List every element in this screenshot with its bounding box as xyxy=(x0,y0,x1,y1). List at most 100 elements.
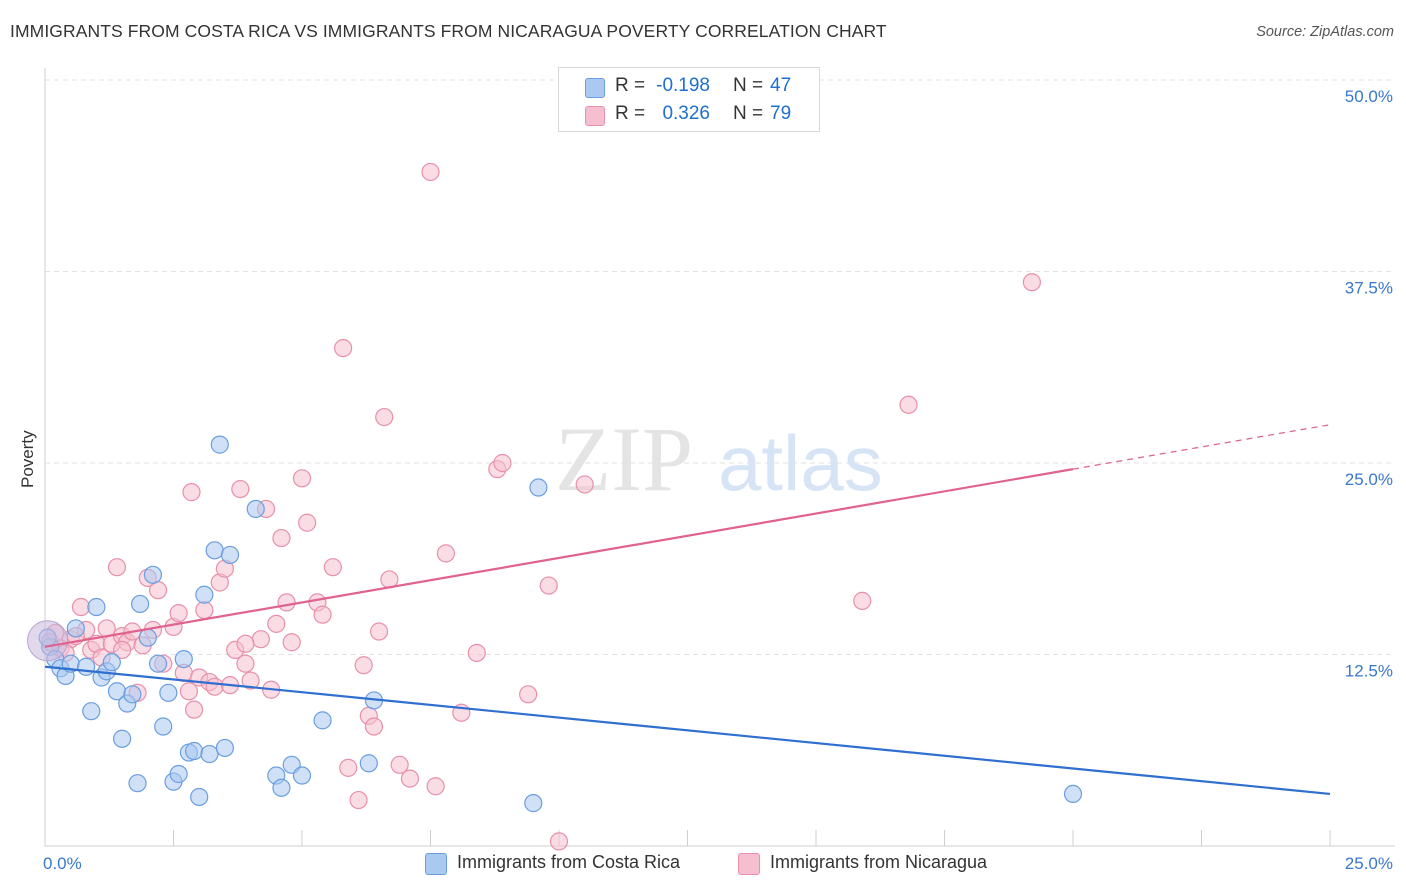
costa-rica-point xyxy=(313,711,332,730)
costa-rica-point xyxy=(529,478,548,497)
chart-title: IMMIGRANTS FROM COSTA RICA VS IMMIGRANTS… xyxy=(10,21,887,41)
legend-swatch-pink-icon xyxy=(585,106,605,126)
costa-rica-point xyxy=(138,628,157,647)
costa-rica-point xyxy=(524,794,543,813)
y-tick-label: 25.0% xyxy=(1345,470,1393,489)
costa-rica-point xyxy=(195,585,214,604)
legend-swatch-blue-icon xyxy=(585,78,605,98)
nicaragua-point xyxy=(549,832,569,851)
costa-rica-point xyxy=(102,653,121,672)
y-tick-label: 12.5% xyxy=(1345,662,1393,681)
nicaragua-point xyxy=(853,591,872,610)
watermark-atlas: atlas xyxy=(718,419,883,507)
nicaragua-point xyxy=(241,671,260,690)
costa-rica-point xyxy=(66,619,85,638)
nicaragua-point xyxy=(71,597,91,617)
nicaragua-point xyxy=(400,769,420,788)
axis-layer: 12.5% 25.0% 37.5% 50.0% 0.0% 25.0% xyxy=(43,68,1395,873)
watermark-zip: ZIP xyxy=(555,408,693,510)
nicaragua-point xyxy=(364,717,384,736)
costa-rica-point xyxy=(112,729,132,748)
nicaragua-point xyxy=(334,339,353,358)
grid-layer xyxy=(45,79,1395,655)
nicaragua-point xyxy=(323,558,342,577)
nicaragua-point xyxy=(354,656,373,675)
costa-rica-point xyxy=(87,597,106,617)
nicaragua-point xyxy=(313,605,332,624)
nicaragua-point xyxy=(390,755,409,774)
nicaragua-point xyxy=(184,700,204,719)
legend-r-value: 0.326 xyxy=(662,103,710,124)
costa-rica-points xyxy=(27,435,1083,813)
nicaragua-point xyxy=(349,790,368,810)
costa-rica-point xyxy=(128,774,147,793)
costa-rica-point xyxy=(190,787,209,807)
legend-n-label: N = xyxy=(733,103,764,124)
legend-r-label: R = xyxy=(615,75,646,96)
costa-rica-point xyxy=(205,541,224,560)
nicaragua-point xyxy=(236,654,255,673)
nicaragua-point xyxy=(519,685,538,704)
nicaragua-point xyxy=(169,604,188,623)
costa-rica-point xyxy=(123,685,142,704)
costa-rica-point xyxy=(148,654,168,673)
costa-rica-point xyxy=(159,683,178,702)
y-axis-label: Poverty xyxy=(18,430,37,488)
nicaragua-point xyxy=(272,528,291,548)
nicaragua-point xyxy=(267,614,286,633)
nicaragua-trend-extension xyxy=(1072,424,1331,470)
bottom-legend-label: Immigrants from Costa Rica xyxy=(457,852,681,872)
nicaragua-trend-line xyxy=(44,468,1074,648)
legend-r-value: -0.198 xyxy=(656,75,710,96)
source-label: Source: ZipAtlas.com xyxy=(1256,24,1394,40)
costa-rica-point xyxy=(143,565,163,584)
nicaragua-point xyxy=(195,600,214,620)
nicaragua-point xyxy=(899,395,918,414)
watermark: ZIP atlas xyxy=(555,408,883,510)
y-tick-label: 37.5% xyxy=(1345,279,1393,298)
nicaragua-point xyxy=(339,758,358,777)
costa-rica-point xyxy=(169,764,188,784)
nicaragua-point xyxy=(231,479,250,499)
costa-rica-point xyxy=(130,594,150,614)
nicaragua-point xyxy=(236,634,255,653)
nicaragua-point xyxy=(436,544,456,563)
legend-n-value: 47 xyxy=(770,75,792,96)
nicaragua-point xyxy=(539,576,558,595)
nicaragua-point xyxy=(292,469,312,488)
costa-rica-point xyxy=(77,657,96,676)
nicaragua-point xyxy=(282,633,301,652)
costa-rica-point xyxy=(154,717,173,736)
nicaragua-point xyxy=(277,593,296,612)
bottom-legend-pink-swatch-icon xyxy=(738,853,760,875)
nicaragua-point xyxy=(251,630,270,649)
nicaragua-point xyxy=(421,162,440,182)
costa-rica-point xyxy=(174,649,193,669)
legend-n-value: 79 xyxy=(770,103,792,124)
nicaragua-point xyxy=(370,622,389,641)
nicaragua-point xyxy=(467,643,486,663)
costa-rica-point xyxy=(82,702,101,721)
x-tick-label-min: 0.0% xyxy=(43,854,82,873)
costa-rica-point xyxy=(184,741,204,761)
costa-rica-point xyxy=(272,778,291,797)
nicaragua-points xyxy=(41,162,1041,851)
nicaragua-point xyxy=(112,640,132,660)
bottom-legend-label: Immigrants from Nicaragua xyxy=(770,852,988,872)
nicaragua-point xyxy=(575,475,594,494)
nicaragua-point xyxy=(148,581,168,600)
legend-r-label: R = xyxy=(615,103,646,124)
costa-rica-point xyxy=(359,754,378,773)
costa-rica-point xyxy=(1063,784,1083,804)
costa-rica-point xyxy=(246,499,265,519)
nicaragua-point xyxy=(107,558,127,577)
nicaragua-point xyxy=(375,407,394,427)
nicaragua-point xyxy=(298,513,317,532)
cluster-point xyxy=(27,620,69,662)
legend-n-label: N = xyxy=(733,75,764,96)
costa-rica-point xyxy=(210,435,229,454)
nicaragua-point xyxy=(1022,273,1041,292)
nicaragua-point xyxy=(182,483,201,502)
costa-rica-point xyxy=(200,744,219,764)
